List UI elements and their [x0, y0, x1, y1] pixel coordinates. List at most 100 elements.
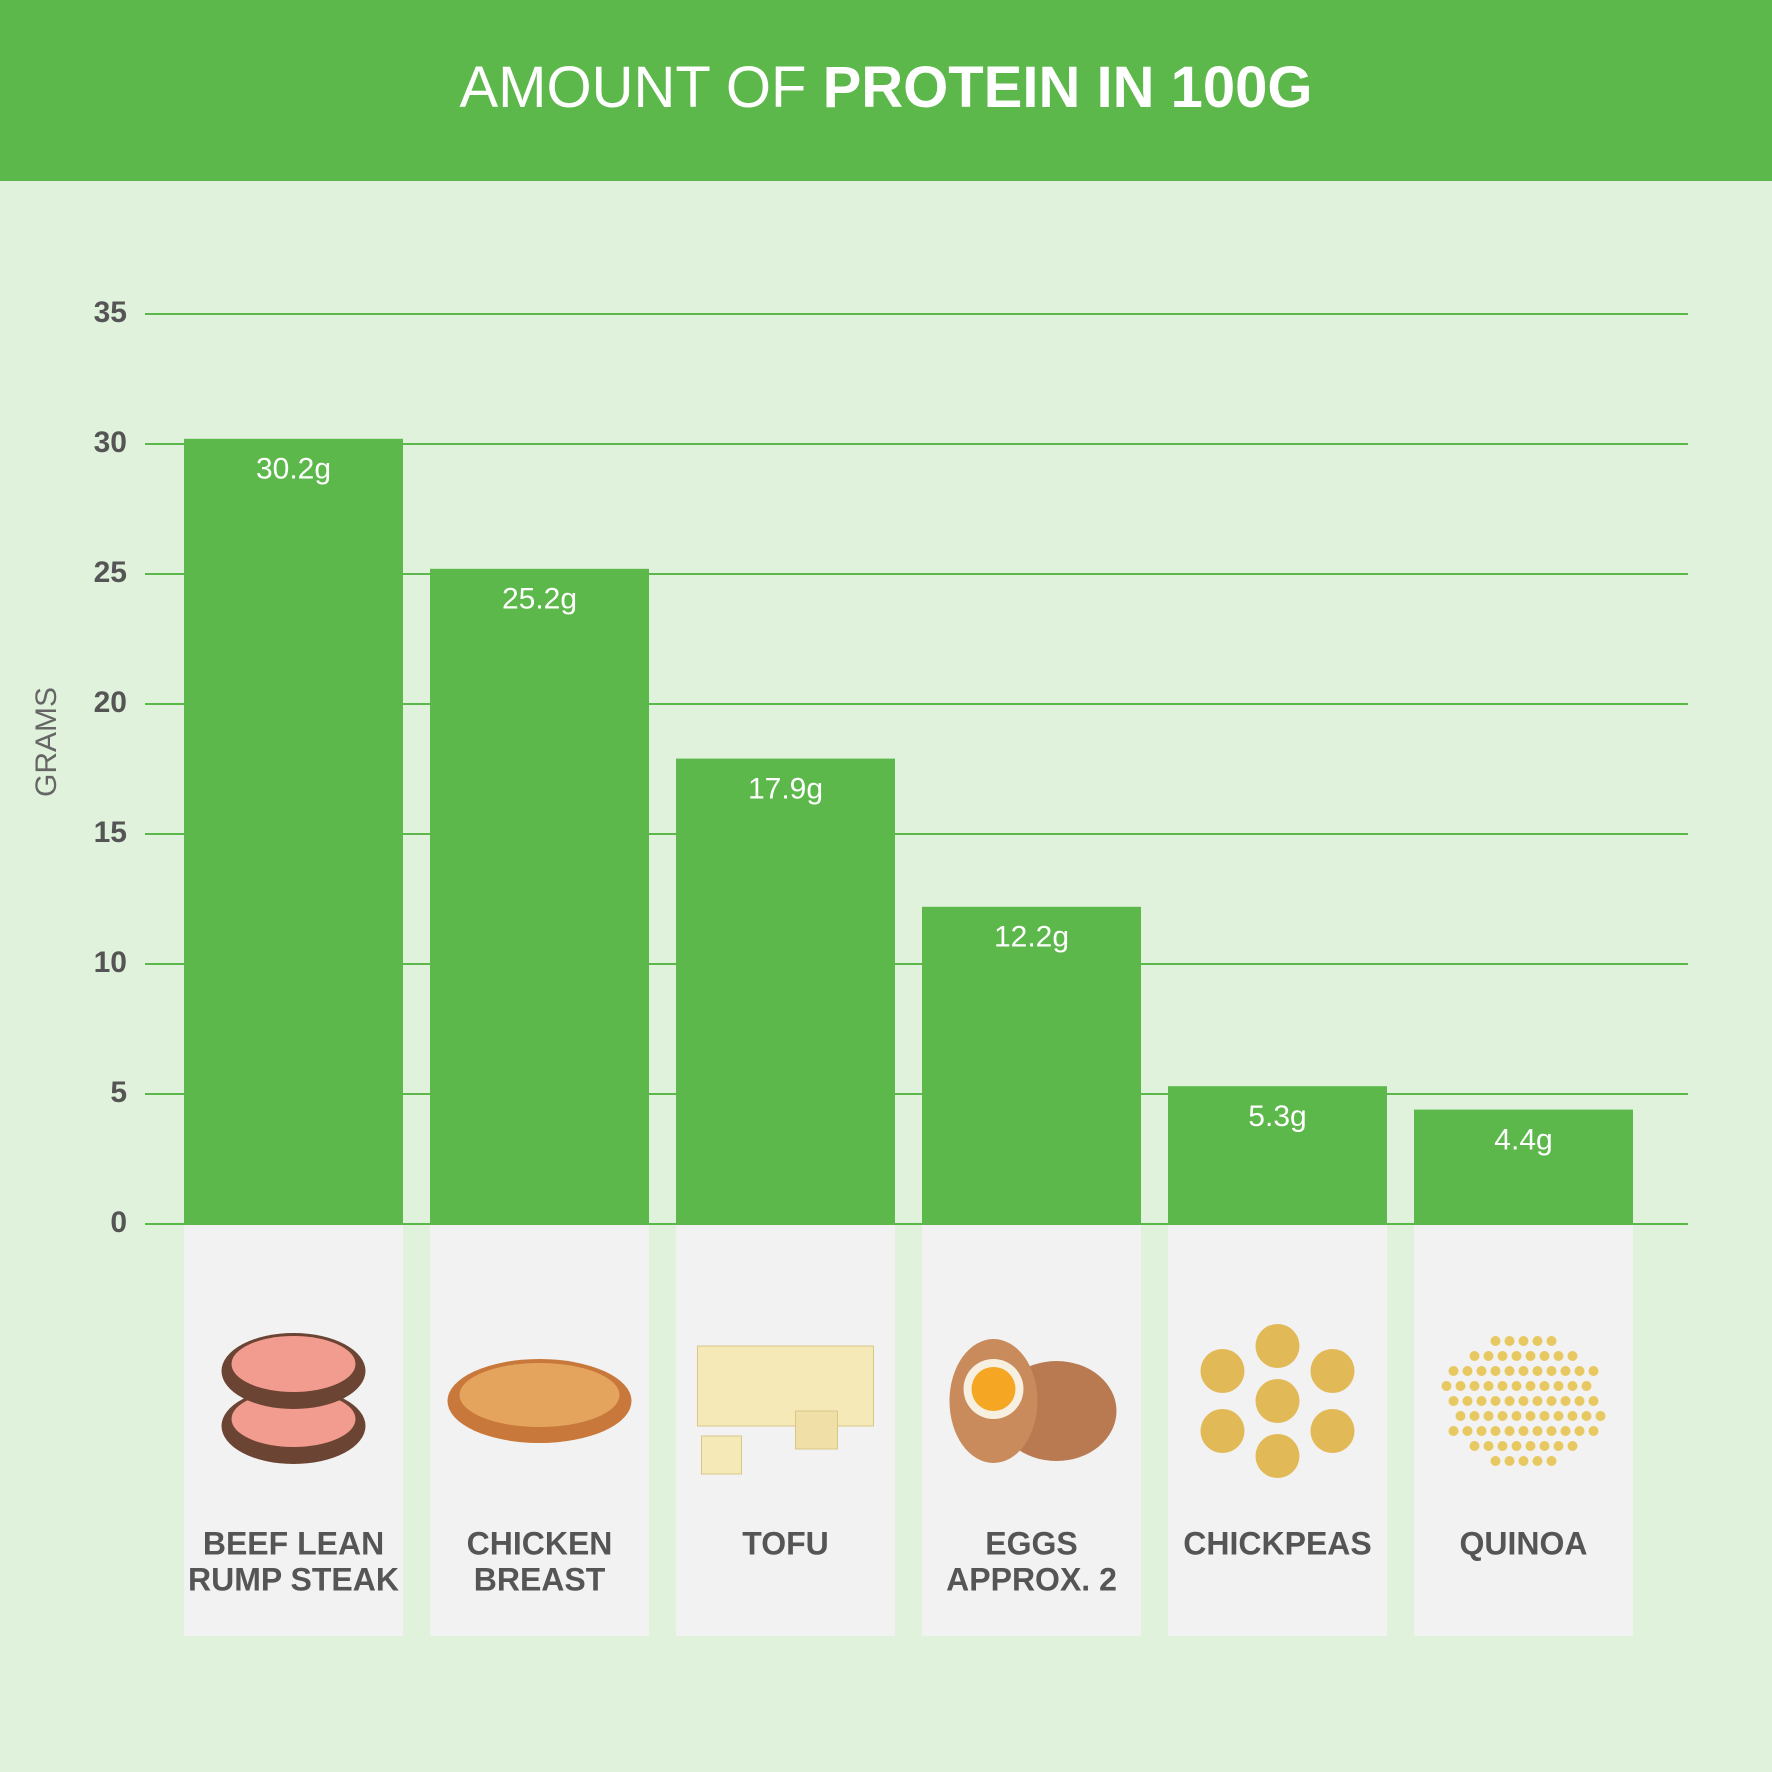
icon-shape [1490, 1396, 1501, 1406]
icon-shape [1567, 1411, 1578, 1421]
icon-shape [1588, 1396, 1599, 1406]
icon-shape [701, 1435, 742, 1475]
icon-shape [1525, 1381, 1536, 1391]
bar [676, 758, 895, 1224]
bar [922, 906, 1141, 1224]
icon-shape [1504, 1456, 1515, 1466]
icon-shape [1504, 1396, 1515, 1406]
icon-shape [1553, 1441, 1564, 1451]
icon-shape [1255, 1324, 1300, 1368]
icon-shape [1497, 1441, 1508, 1451]
icon-shape [1546, 1426, 1557, 1436]
icon-shape [1455, 1381, 1466, 1391]
icon-shape [1581, 1381, 1592, 1391]
icon-shape [1595, 1411, 1606, 1421]
icon-shape [1504, 1336, 1515, 1346]
x-tick-label: RUMP STEAK [188, 1561, 399, 1597]
icon-shape [1448, 1426, 1459, 1436]
icon-shape [1532, 1426, 1543, 1436]
icon-shape [1518, 1336, 1529, 1346]
icon-shape [1553, 1381, 1564, 1391]
icon-shape [1532, 1366, 1543, 1376]
icon-shape [1511, 1381, 1522, 1391]
icon-shape [1483, 1351, 1494, 1361]
y-tick-label: 5 [110, 1076, 127, 1109]
icon-shape [1490, 1336, 1501, 1346]
icon-shape [1462, 1396, 1473, 1406]
icon-shape [1310, 1409, 1355, 1453]
icon-shape [1476, 1426, 1487, 1436]
icon-shape [1525, 1411, 1536, 1421]
x-tick-label: TOFU [742, 1525, 829, 1561]
icon-shape [1490, 1456, 1501, 1466]
icon-shape [1448, 1396, 1459, 1406]
icon-shape [795, 1410, 838, 1450]
icon-shape [1560, 1366, 1571, 1376]
icon-shape [1546, 1396, 1557, 1406]
icon-shape [1504, 1366, 1515, 1376]
icon-shape [1469, 1351, 1480, 1361]
icon-shape [1255, 1379, 1300, 1423]
value-label: 30.2g [256, 453, 331, 486]
icon-shape [1553, 1351, 1564, 1361]
food-icon [1200, 1324, 1355, 1478]
icon-shape [1574, 1366, 1585, 1376]
x-tick-label: QUINOA [1460, 1525, 1588, 1561]
icon-shape [1546, 1366, 1557, 1376]
title-light: AMOUNT OF [460, 55, 807, 120]
icon-shape [1560, 1426, 1571, 1436]
value-label: 17.9g [748, 773, 823, 806]
label-box [676, 1224, 895, 1636]
icon-shape [1567, 1381, 1578, 1391]
icon-shape [1567, 1441, 1578, 1451]
food-icon [697, 1345, 874, 1475]
y-tick-label: 35 [94, 296, 127, 329]
icon-shape [971, 1367, 1016, 1411]
value-label: 5.3g [1248, 1100, 1306, 1133]
y-tick-label: 25 [94, 556, 127, 589]
icon-shape [1483, 1441, 1494, 1451]
y-tick-label: 0 [110, 1206, 127, 1239]
icon-shape [1581, 1411, 1592, 1421]
icon-shape [1560, 1396, 1571, 1406]
icon-shape [1490, 1426, 1501, 1436]
icon-shape [1497, 1411, 1508, 1421]
y-tick-label: 15 [94, 816, 127, 849]
icon-shape [1539, 1351, 1550, 1361]
icon-shape [1518, 1426, 1529, 1436]
y-axis-label: GRAMS [30, 687, 63, 797]
y-tick-label: 20 [94, 686, 127, 719]
icon-shape [231, 1336, 356, 1392]
bar [184, 438, 403, 1224]
icon-shape [1462, 1366, 1473, 1376]
icon-shape [1255, 1434, 1300, 1478]
y-tick-label: 30 [94, 426, 127, 459]
icon-shape [1476, 1366, 1487, 1376]
icon-shape [1483, 1381, 1494, 1391]
icon-shape [1497, 1351, 1508, 1361]
value-label: 12.2g [994, 921, 1069, 954]
icon-shape [1546, 1456, 1557, 1466]
icon-shape [1525, 1441, 1536, 1451]
icon-shape [1518, 1396, 1529, 1406]
icon-shape [1588, 1426, 1599, 1436]
icon-shape [1539, 1381, 1550, 1391]
icon-shape [1469, 1441, 1480, 1451]
x-tick-label: CHICKPEAS [1183, 1525, 1371, 1561]
icon-shape [1511, 1411, 1522, 1421]
icon-shape [1497, 1381, 1508, 1391]
icon-shape [1532, 1396, 1543, 1406]
bar [430, 568, 649, 1224]
icon-shape [1588, 1366, 1599, 1376]
icon-shape [1441, 1381, 1452, 1391]
x-tick-label: APPROX. 2 [946, 1561, 1117, 1597]
value-label: 25.2g [502, 583, 577, 616]
icon-shape [1504, 1426, 1515, 1436]
icon-shape [1574, 1396, 1585, 1406]
chart-title: AMOUNT OF PROTEIN IN 100G [460, 55, 1313, 120]
icon-shape [1455, 1411, 1466, 1421]
title-bold: PROTEIN IN 100G [823, 55, 1313, 120]
x-tick-label: EGGS [985, 1525, 1077, 1561]
icon-shape [1567, 1351, 1578, 1361]
